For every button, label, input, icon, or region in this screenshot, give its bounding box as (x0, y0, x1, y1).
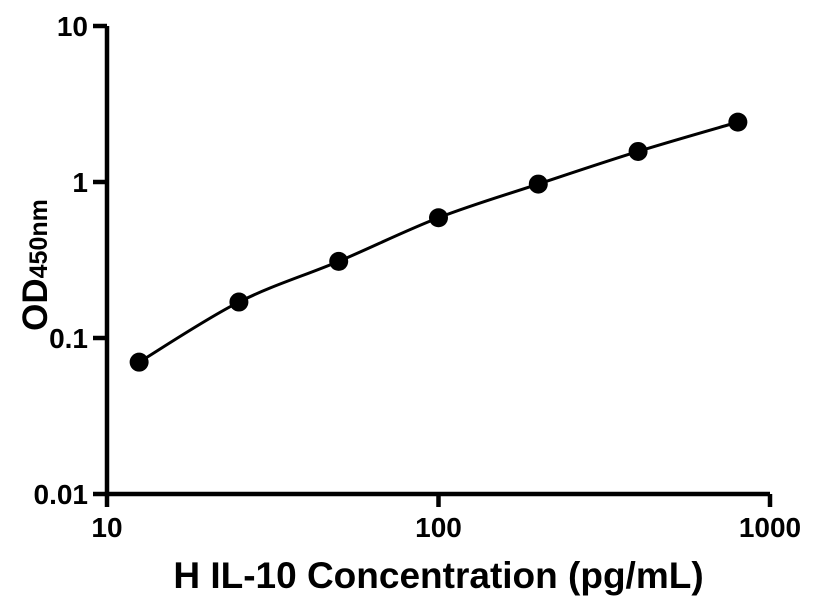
data-point-marker (429, 208, 448, 228)
data-point-marker (628, 141, 648, 161)
y-axis-title-sub: 450nm (25, 199, 53, 279)
x-axis-tick-label: 100 (415, 512, 462, 543)
data-point-marker (528, 174, 548, 194)
x-axis-title: H IL-10 Concentration (pg/mL) (173, 555, 704, 596)
y-axis-tick-label: 10 (57, 11, 88, 42)
axis-spines (104, 26, 770, 497)
x-axis-tick-label: 1000 (739, 512, 801, 543)
y-axis-tick-label: 1 (72, 167, 88, 198)
data-point-marker (229, 292, 249, 312)
y-axis-tick-label: 0.1 (49, 323, 88, 354)
y-axis-title-main: OD (16, 278, 55, 331)
standard-curve-line (138, 120, 739, 364)
y-axis-title: OD450nm (16, 199, 56, 331)
x-axis-tick-label: 10 (91, 512, 122, 543)
data-point-marker (329, 251, 349, 271)
data-point-marker (728, 112, 748, 132)
data-point-marker (129, 352, 149, 372)
y-axis-tick-label: 0.01 (34, 479, 89, 510)
